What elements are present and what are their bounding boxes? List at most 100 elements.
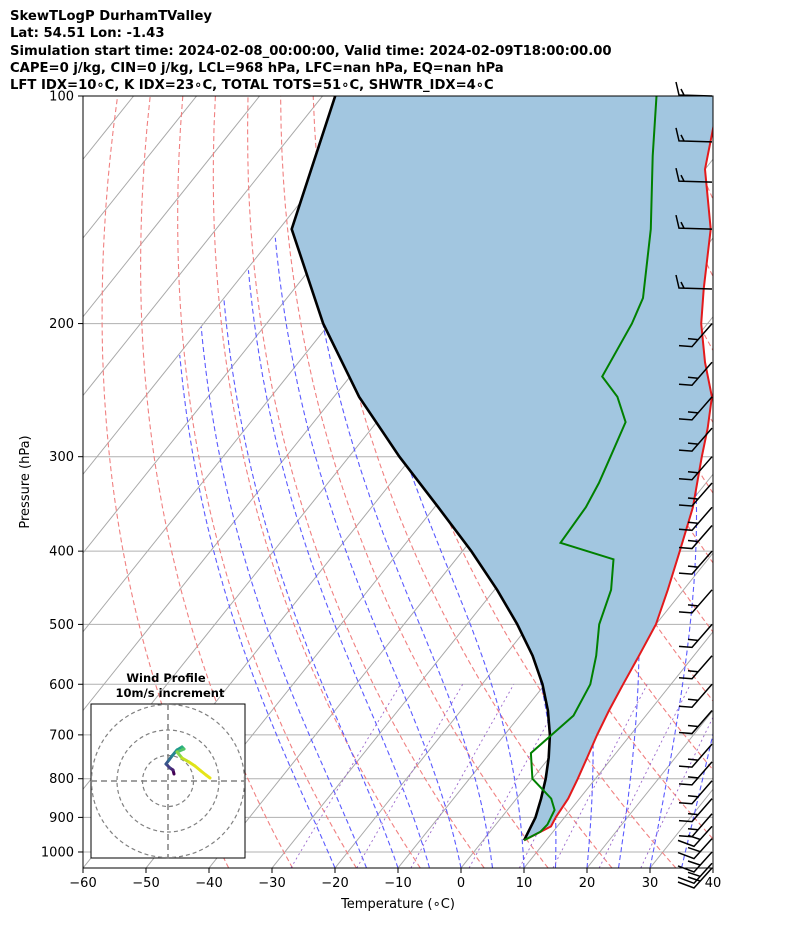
wind-barb <box>678 761 713 786</box>
x-tick-label: −10 <box>384 876 411 891</box>
x-tick-label: −40 <box>195 876 222 891</box>
wind-barb <box>677 867 713 889</box>
x-tick-label: −60 <box>69 876 96 891</box>
dewpoint-line <box>523 96 658 842</box>
isotherm-line <box>397 473 713 868</box>
wind-barb <box>678 427 713 452</box>
x-tick-label: 20 <box>579 876 596 891</box>
wind-barb <box>678 589 713 614</box>
time-line: Simulation start time: 2024-02-08_00:00:… <box>10 43 612 59</box>
y-tick-label: 500 <box>49 618 74 633</box>
x-axis-label: Temperature (∘C) <box>340 897 455 912</box>
wind-barb <box>678 506 713 532</box>
parcel-line <box>290 96 552 841</box>
wind-barb <box>677 862 713 885</box>
indices-line-2: LFT IDX=10∘C, K IDX=23∘C, TOTAL TOTS=51∘… <box>10 78 494 94</box>
moist-adiabat <box>223 299 399 868</box>
moist-adiabat <box>339 155 525 868</box>
wind-barbs <box>675 81 713 889</box>
mixing-ratio-line <box>410 684 515 868</box>
mixing-ratio-line <box>640 716 713 868</box>
y-tick-label: 100 <box>49 90 74 105</box>
wind-barb <box>675 214 713 230</box>
x-tick-label: −30 <box>258 876 285 891</box>
moist-adiabat <box>712 865 713 868</box>
wind-barb <box>678 710 713 735</box>
wind-barb <box>678 361 713 387</box>
mixing-ratio-line <box>598 684 691 868</box>
moist-adiabat <box>200 326 368 868</box>
dry-adiabat <box>703 96 713 120</box>
dry-adiabat <box>212 96 421 868</box>
dry-adiabat <box>770 96 794 868</box>
isotherm-line <box>586 709 713 868</box>
moist-adiabat <box>247 270 431 868</box>
isotherm-line <box>83 96 260 318</box>
isotherm-line <box>0 96 71 868</box>
dry-adiabat <box>247 96 485 868</box>
x-tick-label: 10 <box>516 876 533 891</box>
wind-barb <box>678 798 713 823</box>
wind-barb <box>678 550 713 575</box>
dry-adiabat <box>280 96 549 868</box>
profile-lines <box>290 96 713 842</box>
wind-barb <box>678 396 713 421</box>
dry-adiabat <box>737 96 794 868</box>
moist-adiabat <box>274 237 462 868</box>
chart-title: SkewTLogP DurhamTValley <box>10 9 213 24</box>
x-tick-label: 30 <box>642 876 659 891</box>
x-tick-label: 40 <box>705 876 722 891</box>
y-tick-label: 400 <box>49 545 74 560</box>
wind-barb <box>677 838 713 860</box>
x-axis-ticks: −60 −50 −40 −30 −20 −10 0 10 20 30 40 <box>69 868 721 891</box>
cape-cin-shading <box>291 96 713 841</box>
location-line: Lat: 54.51 Lon: -1.43 <box>10 26 165 42</box>
isotherm-line <box>523 630 713 868</box>
indices-line-1: CAPE=0 j/kg, CIN=0 j/kg, LCL=968 hPa, LF… <box>10 60 504 76</box>
isotherm-line <box>83 96 323 397</box>
chart-title-block: SkewTLogP DurhamTValley Lat: 54.51 Lon: … <box>10 8 612 94</box>
x-tick-label: −50 <box>132 876 159 891</box>
wind-barb <box>678 482 713 507</box>
y-tick-label: 600 <box>49 678 74 693</box>
y-tick-label: 1000 <box>41 845 74 860</box>
wind-barb <box>678 655 713 680</box>
isotherm-line <box>83 96 197 239</box>
y-tick-label: 900 <box>49 811 74 826</box>
wind-barb <box>678 323 713 348</box>
inset-title: Wind Profile <box>126 671 206 685</box>
mixing-ratio-line <box>356 684 464 868</box>
inset-subtitle: 10m/s increment <box>116 686 225 700</box>
moist-adiabat <box>304 196 494 868</box>
wind-barb <box>678 623 713 649</box>
temperature-line <box>523 123 713 842</box>
dry-adiabat <box>312 96 613 868</box>
mixing-ratio-lines <box>290 684 713 868</box>
dry-adiabat <box>177 96 357 868</box>
y-tick-label: 200 <box>49 317 74 332</box>
wind-barb <box>678 813 713 838</box>
wind-barb <box>678 525 713 550</box>
wind-barb <box>675 167 713 183</box>
isotherm-line <box>712 867 713 868</box>
dry-adiabat <box>140 96 294 868</box>
wind-barb <box>678 683 713 709</box>
wind-profile-inset: Wind Profile 10m/s increment <box>90 671 246 859</box>
moist-adiabat <box>179 354 336 868</box>
wind-barb <box>678 780 713 805</box>
hodograph-segment <box>204 773 212 780</box>
wind-barb <box>675 81 713 97</box>
wind-barb <box>678 743 713 768</box>
x-tick-label: 0 <box>457 876 465 891</box>
y-axis-label: Pressure (hPa) <box>18 435 33 528</box>
wind-barb <box>675 127 713 143</box>
x-tick-label: −20 <box>321 876 348 891</box>
y-tick-label: 700 <box>49 728 74 743</box>
y-tick-label: 300 <box>49 450 74 465</box>
wind-barb <box>678 456 713 481</box>
wind-barb <box>675 274 713 290</box>
isotherm-line <box>83 96 386 476</box>
y-axis-ticks: 100 200 300 400 500 600 700 800 900 1000 <box>41 90 83 860</box>
cin-area <box>291 96 713 841</box>
